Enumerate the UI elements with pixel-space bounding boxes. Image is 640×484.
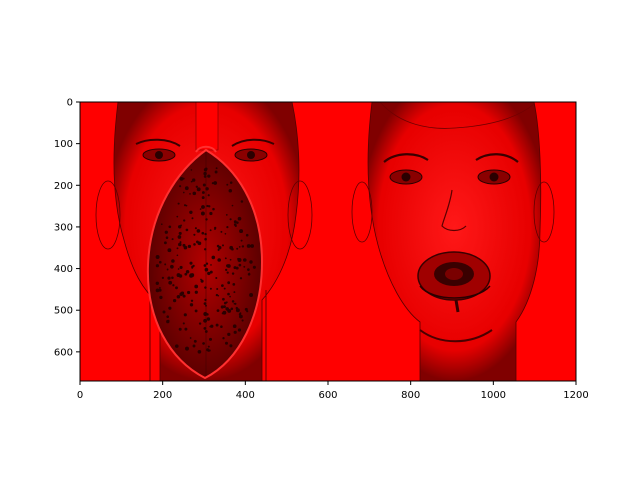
x-tick-label: 1200 <box>563 390 588 401</box>
y-tick-label: 500 <box>54 306 73 317</box>
x-axis: 0 200 400 600 800 1000 1200 <box>77 381 589 401</box>
right-face <box>351 102 555 381</box>
y-tick-label: 200 <box>54 181 73 192</box>
x-tick-label: 200 <box>153 390 172 401</box>
left-ear <box>95 180 121 250</box>
right-face-left-ear <box>351 181 373 243</box>
y-tick-label: 300 <box>54 222 73 233</box>
y-tick-label: 600 <box>54 347 73 358</box>
fruit-seeds <box>155 167 256 354</box>
right-face-right-ear <box>533 181 555 243</box>
dragon-fruit-left <box>146 145 264 380</box>
x-tick-label: 400 <box>236 390 255 401</box>
y-tick-label: 100 <box>54 139 73 150</box>
x-tick-label: 800 <box>401 390 420 401</box>
y-tick-label: 400 <box>54 264 73 275</box>
x-tick-label: 1000 <box>481 390 506 401</box>
x-tick-label: 600 <box>318 390 337 401</box>
right-ear <box>287 180 313 250</box>
y-axis: 0 100 200 300 400 500 600 <box>54 98 80 358</box>
y-tick-label: 0 <box>67 98 73 109</box>
x-tick-label: 0 <box>77 390 83 401</box>
photo-image <box>80 102 576 381</box>
